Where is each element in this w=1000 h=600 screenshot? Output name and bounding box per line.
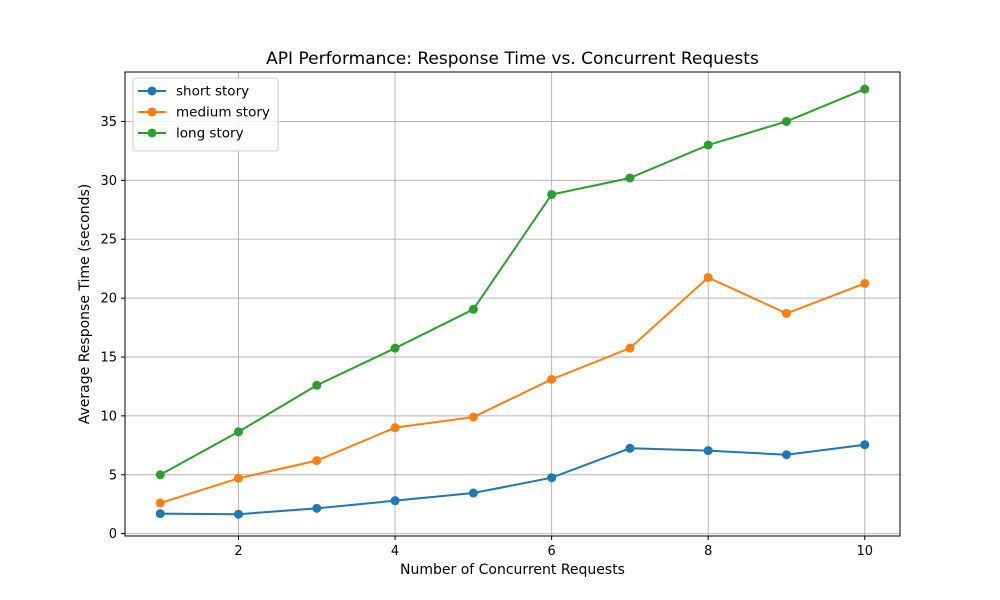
x-tick-label: 8 [704, 544, 712, 559]
data-point [312, 380, 322, 390]
data-point [390, 343, 400, 353]
data-point [468, 412, 478, 422]
x-tick-label: 2 [234, 544, 242, 559]
legend-label: medium story [176, 105, 270, 121]
series-short-story [155, 440, 870, 519]
chart-title: API Performance: Response Time vs. Concu… [266, 49, 759, 69]
data-point [860, 278, 870, 288]
data-point [234, 509, 244, 519]
data-point [155, 498, 165, 508]
data-point [390, 423, 400, 433]
legend-box [132, 77, 279, 152]
x-tick-label: 6 [548, 544, 556, 559]
y-tick-label: 15 [100, 350, 117, 365]
data-point [860, 440, 870, 450]
plot-area-frame [124, 71, 901, 537]
data-point [155, 509, 165, 519]
series-line [159, 88, 866, 476]
series-line [159, 276, 866, 504]
data-point [468, 488, 478, 498]
data-point [781, 308, 791, 318]
y-tick-label: 30 [100, 174, 117, 189]
y-tick-label: 0 [109, 527, 117, 542]
legend-item: medium story [138, 105, 270, 121]
data-point [547, 473, 557, 483]
data-point [703, 273, 713, 283]
legend-item: short story [138, 84, 249, 100]
x-axis-label: Number of Concurrent Requests [400, 562, 625, 578]
legend: short story medium story long story [132, 77, 279, 152]
data-point [390, 496, 400, 506]
series-line [160, 443, 865, 516]
y-axis-label: Average Response Time (seconds) [77, 184, 93, 425]
y-tick-label: 10 [100, 409, 117, 424]
data-point [703, 140, 713, 150]
legend-marker [147, 86, 157, 96]
data-point [703, 446, 713, 456]
legend-marker [147, 128, 157, 138]
y-tick-label: 25 [100, 233, 117, 248]
data-point [860, 84, 870, 94]
grid-lines [125, 72, 900, 536]
y-tick-label: 35 [100, 115, 117, 130]
legend-item: long story [138, 126, 244, 142]
data-point [468, 304, 478, 314]
axis-ticks: 2 4 6 8 10 0 5 10 15 20 25 30 35 [100, 115, 873, 559]
y-tick-label: 20 [100, 292, 117, 307]
x-tick-label: 10 [856, 544, 873, 559]
data-point [312, 503, 322, 513]
legend-label: short story [176, 84, 249, 100]
y-tick-label: 5 [109, 468, 117, 483]
x-tick-label: 4 [391, 544, 399, 559]
data-point [781, 116, 791, 126]
data-point [234, 473, 244, 483]
data-point [234, 427, 244, 437]
series-group [155, 84, 870, 519]
legend-marker [147, 107, 157, 117]
data-point [625, 443, 635, 453]
series-long-story [155, 84, 870, 480]
data-point [547, 374, 557, 384]
data-point [155, 470, 165, 480]
data-point [625, 343, 635, 353]
data-point [781, 450, 791, 460]
series-medium-story [155, 273, 870, 508]
data-point [547, 189, 557, 199]
data-point [625, 173, 635, 183]
data-point [312, 456, 322, 466]
legend-label: long story [176, 126, 244, 142]
